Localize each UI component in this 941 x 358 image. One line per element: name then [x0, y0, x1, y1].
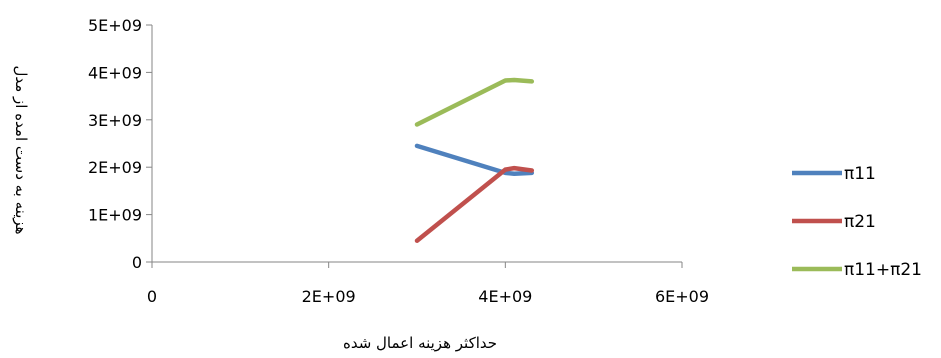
- y-tick-label: 5E+09: [88, 16, 142, 35]
- x-tick-label: 0: [147, 287, 157, 306]
- y-tick-label: 0: [132, 253, 142, 272]
- legend-label: π11+π21: [844, 260, 922, 280]
- series-line: [414, 165, 535, 243]
- series-line: [414, 143, 535, 177]
- y-axis: 0 1E+09 2E+09 3E+09 4E+09 5E+09: [88, 16, 153, 272]
- legend-label: π11: [844, 164, 876, 184]
- legend-label: π21: [844, 212, 876, 232]
- x-axis-title: حداکثر هزینه اعمال شده: [343, 334, 497, 352]
- y-tick-label: 4E+09: [88, 63, 142, 82]
- series-line: [414, 77, 535, 127]
- y-tick-label: 3E+09: [88, 111, 142, 130]
- x-axis: 0 2E+09 4E+09 6E+09: [147, 261, 709, 306]
- y-tick-label: 2E+09: [88, 158, 142, 177]
- x-tick-label: 6E+09: [655, 287, 709, 306]
- series-layer: [414, 77, 535, 243]
- y-axis-title: هزینه به دست امده از مدل: [12, 65, 30, 234]
- x-tick-label: 4E+09: [478, 287, 532, 306]
- legend: π11 π21 π11+π21: [792, 164, 922, 280]
- x-tick-label: 2E+09: [302, 287, 356, 306]
- y-tick-label: 1E+09: [88, 206, 142, 225]
